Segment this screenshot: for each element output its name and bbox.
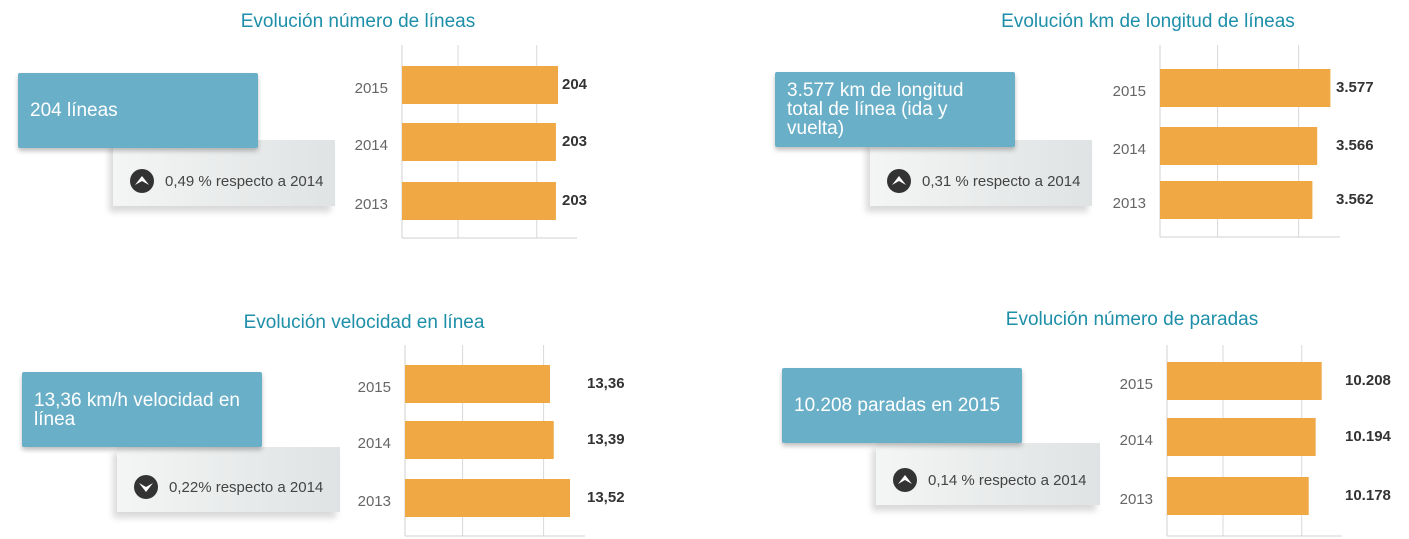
bar	[1167, 362, 1322, 400]
value-label: 3.566	[1336, 137, 1374, 154]
change-text: 0,49 % respecto a 2014	[165, 173, 324, 190]
value-label: 203	[562, 133, 587, 150]
value-label: 3.577	[1336, 79, 1374, 96]
bar	[402, 66, 559, 104]
bar	[1167, 418, 1316, 456]
category-label: 2015	[358, 379, 391, 396]
category-label: 2013	[1120, 491, 1153, 508]
value-label: 203	[562, 192, 587, 209]
trend-icon	[134, 475, 158, 499]
bar	[1160, 127, 1318, 165]
category-label: 2014	[1120, 432, 1153, 449]
kpi-box: 10.208 paradas en 2015	[782, 368, 1022, 443]
chart-title: Evolución velocidad en línea	[244, 312, 485, 333]
bar	[1160, 69, 1331, 107]
bar	[405, 421, 554, 459]
value-label: 204	[562, 76, 588, 93]
value-label: 13,52	[587, 489, 625, 506]
bar	[402, 123, 556, 161]
bar	[1167, 477, 1309, 515]
change-box: 0,31 % respecto a 2014	[870, 140, 1092, 206]
bar	[1160, 181, 1313, 219]
value-label: 3.562	[1336, 191, 1374, 208]
trend-icon	[130, 169, 154, 193]
bar	[402, 182, 556, 220]
icon-arrow	[892, 176, 906, 185]
value-label: 13,36	[587, 375, 625, 392]
kpi-box: 204 líneas	[18, 73, 258, 148]
icon-arrow	[139, 483, 153, 492]
trend-icon	[893, 468, 917, 492]
value-label: 13,39	[587, 431, 625, 448]
category-label: 2014	[1113, 141, 1146, 158]
bar	[405, 479, 570, 517]
chart-title: Evolución km de longitud de líneas	[1001, 11, 1295, 32]
category-label: 2015	[1120, 376, 1153, 393]
chart-title: Evolución número de líneas	[241, 11, 475, 32]
change-box: 0,14 % respecto a 2014	[876, 443, 1100, 505]
category-label: 2014	[358, 435, 391, 452]
icon-arrow	[135, 176, 149, 185]
category-label: 2013	[1113, 195, 1146, 212]
chart-title: Evolución número de paradas	[1006, 309, 1258, 330]
category-label: 2014	[355, 137, 388, 154]
change-text: 0,14 % respecto a 2014	[928, 472, 1087, 489]
kpi-box: 13,36 km/h velocidad en línea	[22, 372, 262, 447]
icon-arrow	[898, 475, 912, 484]
trend-icon	[887, 169, 911, 193]
category-label: 2015	[1113, 83, 1146, 100]
value-label: 10.194	[1345, 428, 1392, 445]
category-label: 2013	[355, 196, 388, 213]
change-box: 0,49 % respecto a 2014	[113, 140, 335, 206]
change-text: 0,31 % respecto a 2014	[922, 173, 1081, 190]
category-label: 2013	[358, 493, 391, 510]
bar	[405, 365, 550, 403]
change-box: 0,22% respecto a 2014	[117, 447, 340, 512]
category-label: 2015	[355, 80, 388, 97]
value-label: 10.178	[1345, 487, 1391, 504]
kpi-box: 3.577 km de longitud total de línea (ida…	[775, 72, 1015, 147]
change-text: 0,22% respecto a 2014	[169, 479, 324, 496]
value-label: 10.208	[1345, 372, 1391, 389]
